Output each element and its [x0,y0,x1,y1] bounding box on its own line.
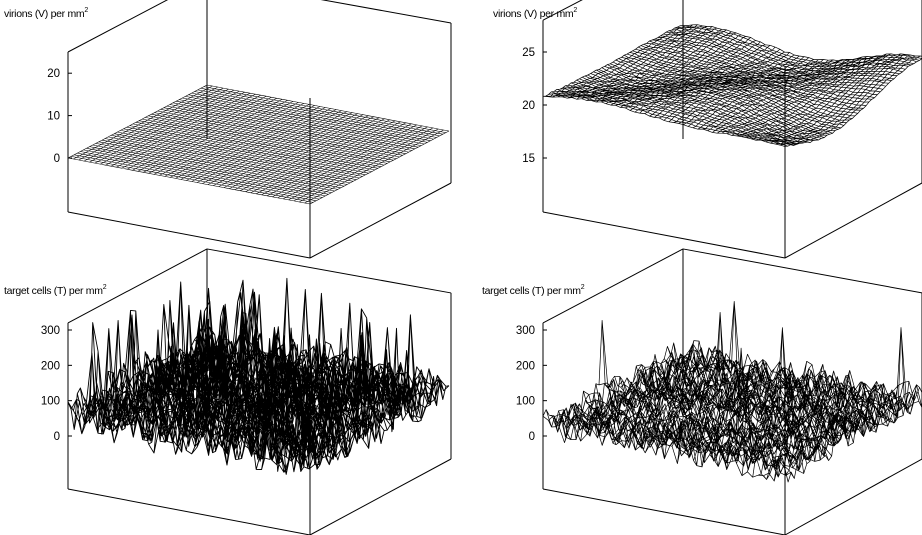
z-tick-label: 20 [522,100,535,112]
plot-title: virions (V) per mm2 [493,7,577,20]
z-tick-label: 0 [54,153,60,165]
plot-box [542,0,922,259]
box-edge [67,211,311,259]
plot-title: target cells (T) per mm2 [482,284,585,297]
surface-plot-panel-3: target cells (T) per mm2 0 100 200 300 [4,248,452,535]
z-tick-label: 20 [47,68,60,80]
z-tick-label: 25 [522,47,535,59]
box-edge [67,248,208,324]
surface-mesh [67,84,450,205]
plot-box [67,248,452,535]
box-edge [206,248,452,294]
z-tick-label: 0 [529,431,535,443]
z-tick-label: 100 [516,396,535,408]
plot-title: virions (V) per mm2 [4,7,88,20]
z-tick-label: 10 [47,111,60,123]
box-edge [542,488,786,535]
surface-mesh [67,277,450,475]
z-tick-label: 300 [41,325,60,337]
box-edge [542,248,684,324]
surface-plot-panel-1: virions (V) per mm2 0 10 20 [4,0,452,259]
z-tick-label: 15 [522,153,535,165]
z-tick-label: 200 [41,360,60,372]
surface-mesh [542,24,922,147]
z-tick-label: 100 [41,396,60,408]
box-edge [682,248,922,294]
box-edge [542,211,786,259]
surface-plot-panel-2: virions (V) per mm2 15 20 25 [493,0,922,259]
plot-title: target cells (T) per mm2 [4,284,107,297]
box-edge [309,458,452,535]
plot-box [67,0,452,259]
z-tick-label: 200 [516,360,535,372]
z-tick-label: 0 [54,431,60,443]
plot-box [542,248,922,535]
surface-plot-panel-4: target cells (T) per mm2 0 100 200 300 [482,248,922,535]
box-edge [542,0,583,21]
surface-mesh [542,301,922,483]
box-edge [784,458,922,535]
box-edge [309,182,452,259]
box-edge [67,0,169,53]
z-tick-label: 300 [516,325,535,337]
box-edge [320,0,452,24]
box-edge [784,182,922,259]
box-edge [67,488,311,535]
